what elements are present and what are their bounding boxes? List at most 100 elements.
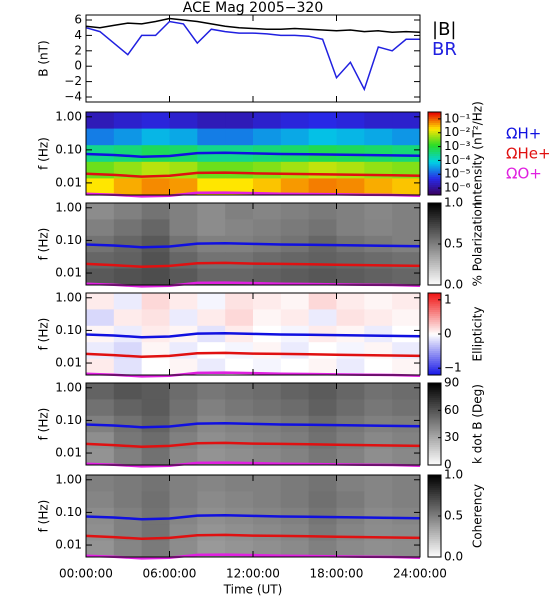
colorbar-swatch xyxy=(428,364,441,368)
heatmap-cell xyxy=(392,358,421,376)
y-tick-label: −4 xyxy=(64,89,82,103)
heatmap-cell xyxy=(308,268,337,286)
colorbar-swatch xyxy=(428,229,441,233)
colorbar-swatch xyxy=(428,354,441,358)
colorbar-swatch xyxy=(428,248,441,251)
heatmap-cell xyxy=(364,540,393,558)
y-tick-label: 1.00 xyxy=(55,109,82,123)
colorbar-swatch xyxy=(428,274,441,278)
gyro-line xyxy=(85,513,421,521)
heatmap-cell xyxy=(253,112,282,130)
heatmap-cell xyxy=(141,358,170,376)
heatmap-cell xyxy=(141,112,170,130)
heatmap-cell xyxy=(197,475,226,492)
colorbar-swatch xyxy=(428,485,441,488)
heatmap-cell xyxy=(141,383,170,400)
heatmap-cell xyxy=(308,219,337,237)
heatmap-cell xyxy=(336,358,365,376)
heatmap-cell xyxy=(308,383,337,400)
colorbar-swatch xyxy=(428,430,441,433)
colorbar-swatch xyxy=(428,323,441,327)
heatmap-cell xyxy=(225,524,254,542)
colorbar-swatch xyxy=(428,178,441,181)
colorbar-swatch xyxy=(428,450,441,454)
colorbar-tick-label: 10⁻⁴ xyxy=(444,153,471,167)
colorbar-swatch xyxy=(428,507,441,511)
heatmap-cell xyxy=(225,399,254,417)
heatmap-cell xyxy=(225,128,254,146)
colorbar-swatch xyxy=(428,209,441,212)
heatmap-cell xyxy=(336,178,365,196)
colorbar-swatch xyxy=(428,530,441,533)
x-tick-label: 24:00:00 xyxy=(393,567,447,581)
heatmap-cell xyxy=(392,268,421,286)
heatmap-cell xyxy=(86,161,115,179)
x-tick-label: 12:00:00 xyxy=(226,567,280,581)
heatmap-cell xyxy=(392,475,421,492)
heatmap-cell xyxy=(308,293,337,310)
colorbar-swatch xyxy=(428,213,441,216)
heatmap-cell xyxy=(225,475,254,492)
colorbar-swatch xyxy=(428,168,441,171)
heatmap-cell xyxy=(197,399,226,417)
heatmap-cell xyxy=(280,128,310,146)
colorbar-swatch xyxy=(428,534,441,537)
heatmap-cell xyxy=(392,309,421,327)
heatmap-cell xyxy=(308,252,337,270)
y-tick-label: −2 xyxy=(64,74,82,88)
heatmap-cell xyxy=(141,219,170,237)
colorbar-swatch xyxy=(428,130,441,134)
colorbar-swatch xyxy=(428,526,441,529)
colorbar-swatch xyxy=(428,487,441,490)
heatmap-cell xyxy=(197,293,226,310)
y-tick-label: 0.10 xyxy=(55,142,82,156)
heatmap-cell xyxy=(225,112,254,130)
heatmap-cell xyxy=(392,235,421,253)
colorbar-swatch xyxy=(428,313,441,317)
colorbar-swatch xyxy=(428,338,441,341)
heatmap-cell xyxy=(225,161,254,179)
heatmap-cell xyxy=(169,112,198,130)
heatmap-cell xyxy=(169,128,198,146)
legend-entry: ΩHe+ xyxy=(506,145,550,163)
colorbar-swatch xyxy=(428,233,441,237)
colorbar-tick-label: 60 xyxy=(444,403,459,417)
heatmap-cell xyxy=(392,203,421,220)
colorbar-swatch xyxy=(428,454,441,458)
colorbar-swatch xyxy=(428,475,441,478)
colorbar-swatch xyxy=(428,120,441,123)
y-tick-label: 1.00 xyxy=(55,472,82,486)
colorbar-swatch xyxy=(428,149,441,152)
heatmap-cell xyxy=(308,161,337,179)
heatmap-cell xyxy=(86,524,115,542)
heatmap-cell xyxy=(280,475,310,492)
heatmap-cell xyxy=(141,293,170,310)
colorbar-swatch xyxy=(428,170,441,173)
x-tick-label: 18:00:00 xyxy=(310,567,364,581)
heatmap-cell xyxy=(280,383,310,400)
heatmap-cell xyxy=(225,342,254,360)
heatmap-cell xyxy=(280,342,310,360)
heatmap-cell xyxy=(169,540,198,558)
colorbar-swatch xyxy=(428,188,441,192)
colorbar-swatch xyxy=(428,501,441,505)
y-axis-label: f (Hz) xyxy=(37,228,51,261)
colorbar-swatch xyxy=(428,522,441,525)
colorbar-swatch xyxy=(428,270,441,274)
colorbar-swatch xyxy=(428,231,441,235)
colorbar-swatch xyxy=(428,548,441,552)
colorbar-swatch xyxy=(428,122,441,125)
gyro-line xyxy=(85,241,421,249)
heatmap-cell xyxy=(86,540,115,558)
colorbar-tick-label: 0.5 xyxy=(444,509,463,523)
heatmap-cell xyxy=(336,524,365,542)
colorbar-swatch xyxy=(428,305,441,308)
colorbar-swatch xyxy=(428,503,441,507)
heatmap-cell xyxy=(113,268,143,286)
colorbar-swatch xyxy=(428,276,441,280)
heatmap-cell xyxy=(113,128,143,146)
x-tick-label: 06:00:00 xyxy=(143,567,197,581)
colorbar-swatch xyxy=(428,536,441,540)
colorbar-swatch xyxy=(428,138,441,142)
heatmap-cell xyxy=(253,383,282,400)
